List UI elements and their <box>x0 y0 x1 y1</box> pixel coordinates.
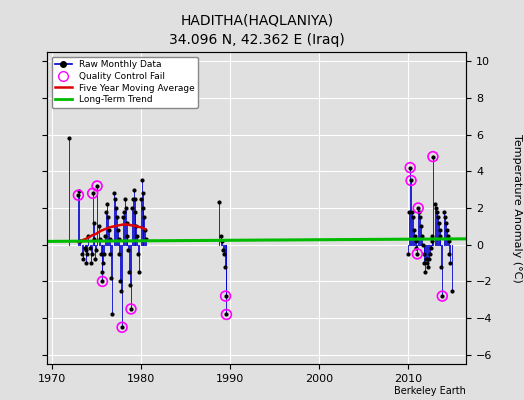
Point <box>413 251 421 257</box>
Point <box>93 183 101 189</box>
Point <box>222 311 231 318</box>
Point <box>99 278 107 285</box>
Point <box>438 293 446 299</box>
Point <box>127 306 135 312</box>
Legend: Raw Monthly Data, Quality Control Fail, Five Year Moving Average, Long-Term Tren: Raw Monthly Data, Quality Control Fail, … <box>52 56 198 108</box>
Point <box>74 192 83 198</box>
Point <box>221 293 230 299</box>
Text: Berkeley Earth: Berkeley Earth <box>395 386 466 396</box>
Point <box>414 205 422 211</box>
Point <box>406 164 414 171</box>
Title: HADITHA(HAQLANIYA)
34.096 N, 42.362 E (Iraq): HADITHA(HAQLANIYA) 34.096 N, 42.362 E (I… <box>169 13 345 47</box>
Y-axis label: Temperature Anomaly (°C): Temperature Anomaly (°C) <box>512 134 522 282</box>
Point <box>89 190 97 196</box>
Point <box>118 324 126 330</box>
Point <box>429 154 437 160</box>
Point <box>407 177 415 184</box>
